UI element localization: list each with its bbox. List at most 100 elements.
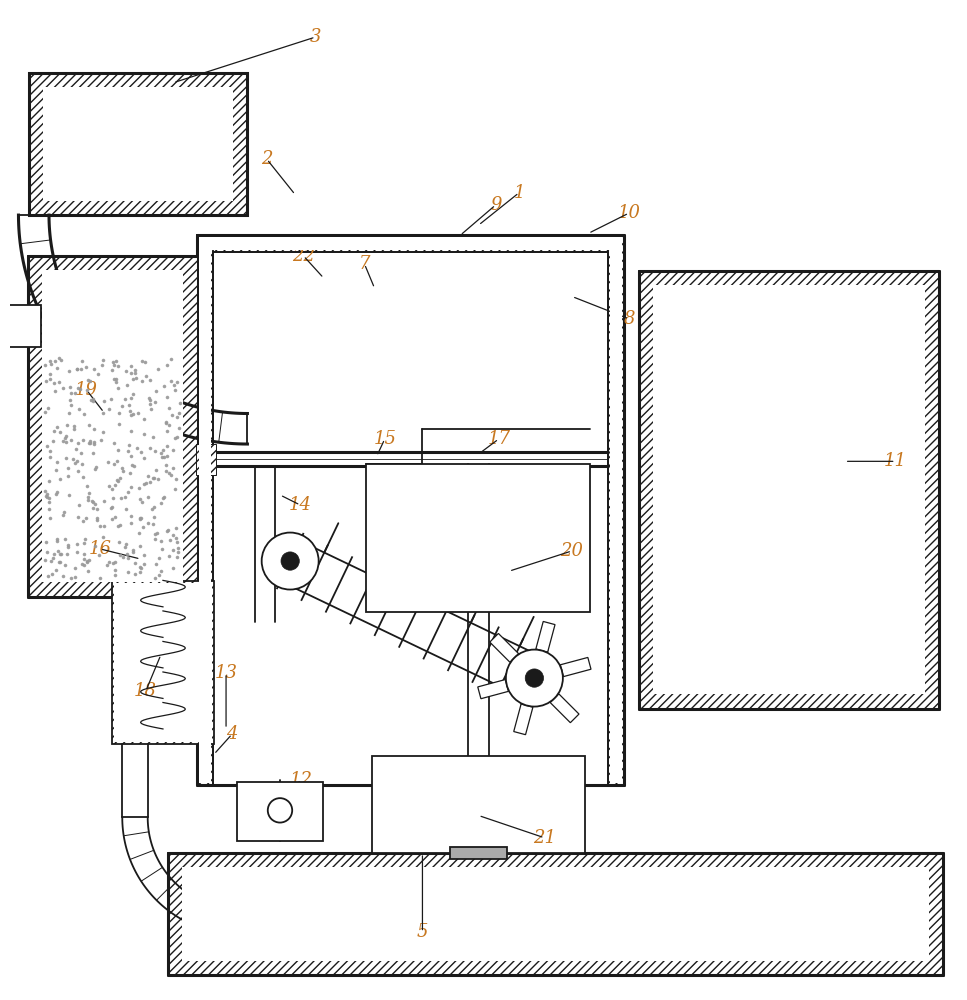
Point bbox=[103, 391, 119, 407]
Bar bbox=[654, 285, 925, 694]
Point bbox=[41, 568, 56, 584]
Point bbox=[66, 451, 81, 467]
Point bbox=[76, 535, 92, 551]
Point bbox=[169, 534, 185, 550]
Point bbox=[132, 538, 147, 554]
Point bbox=[134, 373, 150, 389]
Point bbox=[109, 453, 125, 469]
Point bbox=[143, 372, 159, 388]
Text: 5: 5 bbox=[417, 923, 428, 941]
Point bbox=[71, 509, 86, 525]
Text: 20: 20 bbox=[561, 542, 583, 560]
Point bbox=[158, 415, 173, 431]
Point bbox=[76, 551, 92, 567]
Text: 13: 13 bbox=[215, 664, 238, 682]
Point bbox=[60, 537, 75, 553]
Point bbox=[155, 442, 170, 458]
Point bbox=[147, 394, 162, 410]
Point bbox=[120, 550, 135, 566]
Text: 16: 16 bbox=[88, 540, 111, 558]
Point bbox=[132, 511, 148, 527]
Point bbox=[133, 444, 149, 460]
Point bbox=[122, 403, 137, 419]
Point bbox=[79, 553, 95, 569]
Point bbox=[80, 372, 96, 388]
Point bbox=[142, 440, 158, 456]
Bar bbox=[28, 256, 197, 597]
Point bbox=[91, 547, 106, 563]
Point bbox=[138, 475, 154, 491]
Point bbox=[46, 375, 62, 391]
Point bbox=[71, 435, 86, 451]
Point bbox=[73, 445, 89, 461]
Point bbox=[44, 553, 59, 569]
Point bbox=[69, 361, 84, 377]
Point bbox=[118, 391, 133, 407]
Point bbox=[72, 401, 87, 417]
Point bbox=[58, 430, 73, 446]
Point bbox=[43, 366, 58, 382]
Point bbox=[157, 449, 172, 465]
Point bbox=[39, 488, 54, 504]
Point bbox=[126, 371, 141, 387]
Point bbox=[107, 477, 123, 493]
Point bbox=[172, 405, 188, 421]
Point bbox=[105, 354, 121, 370]
Point bbox=[42, 501, 57, 517]
Point bbox=[166, 382, 182, 398]
Bar bbox=[513, 704, 533, 735]
Point bbox=[153, 533, 168, 549]
Text: 11: 11 bbox=[884, 452, 907, 470]
Point bbox=[55, 433, 71, 449]
Point bbox=[128, 566, 143, 582]
Point bbox=[82, 433, 98, 449]
Point bbox=[83, 392, 99, 408]
Point bbox=[37, 357, 52, 373]
Point bbox=[140, 489, 156, 505]
Point bbox=[62, 392, 77, 408]
Point bbox=[67, 418, 82, 434]
Point bbox=[151, 550, 166, 566]
Point bbox=[38, 534, 53, 550]
Point bbox=[108, 374, 124, 390]
Point bbox=[147, 443, 162, 459]
Point bbox=[106, 456, 122, 472]
Point bbox=[123, 365, 138, 381]
Point bbox=[164, 560, 180, 576]
Point bbox=[143, 401, 159, 417]
Point bbox=[97, 393, 112, 409]
Bar bbox=[29, 73, 248, 215]
Point bbox=[41, 400, 56, 416]
Point bbox=[132, 491, 147, 507]
Point bbox=[64, 397, 79, 413]
Point bbox=[145, 429, 161, 445]
Text: 17: 17 bbox=[487, 430, 511, 448]
Bar bbox=[607, 235, 624, 785]
Point bbox=[74, 353, 90, 369]
Point bbox=[119, 363, 134, 379]
Point bbox=[136, 556, 152, 572]
Point bbox=[55, 507, 71, 523]
Point bbox=[76, 546, 92, 562]
Point bbox=[49, 531, 65, 547]
Point bbox=[165, 460, 181, 476]
Text: 15: 15 bbox=[373, 430, 396, 448]
Point bbox=[42, 353, 57, 369]
Point bbox=[169, 429, 185, 445]
Point bbox=[67, 569, 82, 585]
Point bbox=[66, 421, 81, 437]
Point bbox=[108, 353, 124, 369]
Point bbox=[104, 481, 120, 497]
Point bbox=[136, 426, 152, 442]
Point bbox=[113, 490, 129, 506]
Point bbox=[40, 438, 55, 454]
Point bbox=[101, 454, 116, 470]
Point bbox=[161, 548, 176, 564]
Point bbox=[44, 550, 60, 566]
Point bbox=[153, 495, 168, 511]
Point bbox=[114, 398, 130, 414]
Point bbox=[160, 438, 175, 454]
Point bbox=[106, 567, 122, 583]
Point bbox=[95, 405, 110, 421]
Bar bbox=[196, 235, 213, 785]
